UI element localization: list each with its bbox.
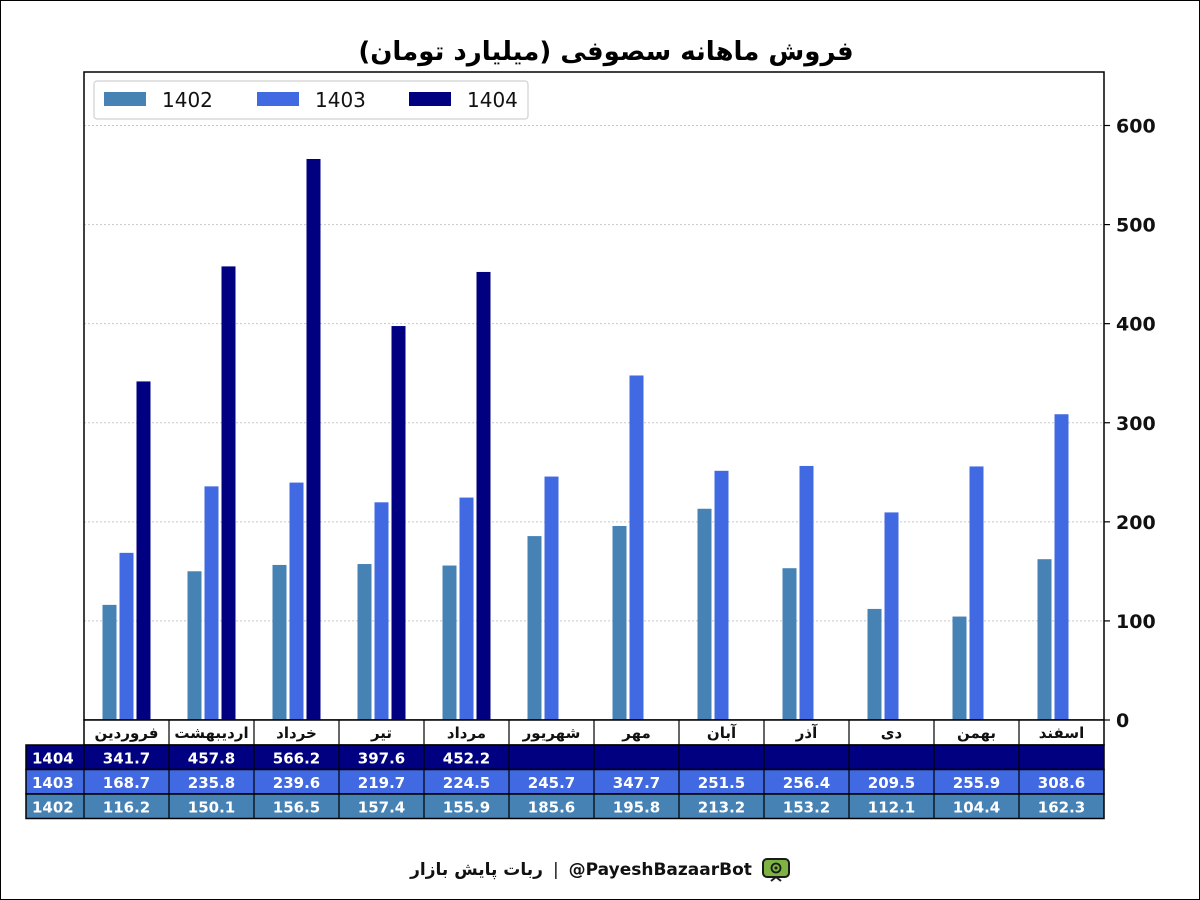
y-tick-label: 600: [1116, 116, 1156, 138]
table-month-label: شهریور: [522, 724, 581, 742]
table-cell-1403-1: 168.7: [103, 774, 150, 792]
footer: ربات پایش بازار | @PayeshBazaarBot: [0, 852, 1200, 888]
table-cell-1404-2: 457.8: [188, 750, 235, 768]
table-month-label: اسفند: [1039, 724, 1084, 742]
bar-1403-3: [289, 482, 304, 720]
table-cell-1403-4: 219.7: [358, 774, 405, 792]
table-cell-1404-1: 341.7: [103, 750, 150, 768]
table-cell-1404-3: 566.2: [273, 750, 320, 768]
table-cell-1403-8: 251.5: [698, 774, 745, 792]
table-cell-1404-5: 452.2: [443, 750, 490, 768]
table-cell-1402-3: 156.5: [273, 799, 320, 817]
y-tick-label: 400: [1116, 314, 1156, 336]
table-month-label: خرداد: [276, 724, 317, 742]
table-cell-1402-7: 195.8: [613, 799, 660, 817]
table-month-label: دی: [881, 724, 903, 742]
table-cell-1403-12: 308.6: [1038, 774, 1085, 792]
bot-handle: @PayeshBazaarBot: [568, 860, 752, 880]
bar-1404-5: [476, 271, 491, 720]
table-month-label: اردیبهشت: [174, 724, 248, 742]
y-tick-label: 500: [1116, 215, 1156, 237]
bar-1402-6: [527, 536, 542, 720]
tv-robot-icon: [761, 858, 790, 882]
bar-1402-11: [952, 616, 967, 720]
table-cell-1403-2: 235.8: [188, 774, 235, 792]
bar-1402-1: [102, 604, 117, 720]
bar-1404-4: [391, 326, 406, 720]
bar-1402-2: [187, 571, 202, 720]
y-tick-label: 100: [1116, 611, 1156, 633]
table-cell-1403-6: 245.7: [528, 774, 575, 792]
table-cell-1402-8: 213.2: [698, 799, 745, 817]
legend-swatch-1403: [257, 92, 299, 106]
table-cell-1402-1: 116.2: [103, 799, 150, 817]
bar-1403-9: [799, 465, 814, 720]
bar-1404-3: [306, 158, 321, 720]
legend-label-1402: 1402: [162, 88, 213, 112]
bar-1402-9: [782, 568, 797, 720]
bar-1403-1: [119, 552, 134, 720]
table-row-label-1404: 1404: [32, 750, 74, 768]
legend-box: [93, 80, 529, 120]
table-cell-1402-4: 157.4: [358, 799, 405, 817]
bar-1402-7: [612, 525, 627, 720]
table-cell-1402-10: 112.1: [868, 799, 915, 817]
plot-frame: [83, 71, 1105, 721]
table-row-label-1402: 1402: [32, 799, 74, 817]
bot-name: ربات پایش بازار: [410, 860, 543, 880]
chart-title: فروش ماهانه سصوفی (میلیارد تومان): [358, 37, 853, 67]
legend-swatch-1404: [409, 92, 451, 106]
legend-label-1403: 1403: [315, 88, 366, 112]
table-month-label: فروردین: [95, 724, 159, 742]
table-month-label: آذر: [795, 724, 818, 742]
table-cell-1403-5: 224.5: [443, 774, 490, 792]
bar-1403-6: [544, 476, 559, 720]
table-row-1403: [25, 768, 1105, 795]
table-cell-1402-2: 150.1: [188, 799, 235, 817]
y-tick-label: 0: [1116, 710, 1129, 732]
bar-1403-7: [629, 375, 644, 720]
table-cell-1404-4: 397.6: [358, 750, 405, 768]
table-row-1404: [25, 744, 1105, 771]
table-cell-1403-11: 255.9: [953, 774, 1000, 792]
bar-1403-8: [714, 470, 729, 720]
table-month-label: تیر: [370, 724, 392, 742]
table-row-label-1403: 1403: [32, 774, 74, 792]
bar-1403-10: [884, 512, 899, 720]
table-cell-1403-9: 256.4: [783, 774, 830, 792]
legend-swatch-1402: [104, 92, 146, 106]
legend-label-1404: 1404: [467, 88, 518, 112]
table-cell-1403-3: 239.6: [273, 774, 320, 792]
table-month-label: آبان: [707, 724, 737, 742]
table-cell-1402-5: 155.9: [443, 799, 490, 817]
table-month-label: مهر: [621, 724, 651, 742]
bar-1404-1: [136, 381, 151, 720]
table-cell-1402-12: 162.3: [1038, 799, 1085, 817]
bar-1402-5: [442, 565, 457, 720]
y-tick-label: 300: [1116, 413, 1156, 435]
table-cell-1402-6: 185.6: [528, 799, 575, 817]
table-month-label: بهمن: [957, 724, 996, 742]
bar-1403-11: [969, 466, 984, 720]
bar-1403-4: [374, 502, 389, 720]
table-cell-1403-7: 347.7: [613, 774, 660, 792]
bar-1404-2: [221, 266, 236, 720]
bar-1402-3: [272, 564, 287, 720]
footer-separator: |: [552, 860, 559, 880]
bar-1403-2: [204, 486, 219, 720]
table-month-label: مرداد: [447, 724, 486, 742]
table-cell-1402-9: 153.2: [783, 799, 830, 817]
bar-1403-5: [459, 497, 474, 720]
bar-1402-10: [867, 608, 882, 720]
bar-1402-8: [697, 508, 712, 720]
bar-1402-4: [357, 564, 372, 720]
table-row-1402: [25, 793, 1105, 820]
bar-1402-12: [1037, 559, 1052, 720]
bar-1403-12: [1054, 414, 1069, 720]
y-tick-label: 200: [1116, 512, 1156, 534]
table-cell-1403-10: 209.5: [868, 774, 915, 792]
table-cell-1402-11: 104.4: [953, 799, 1000, 817]
